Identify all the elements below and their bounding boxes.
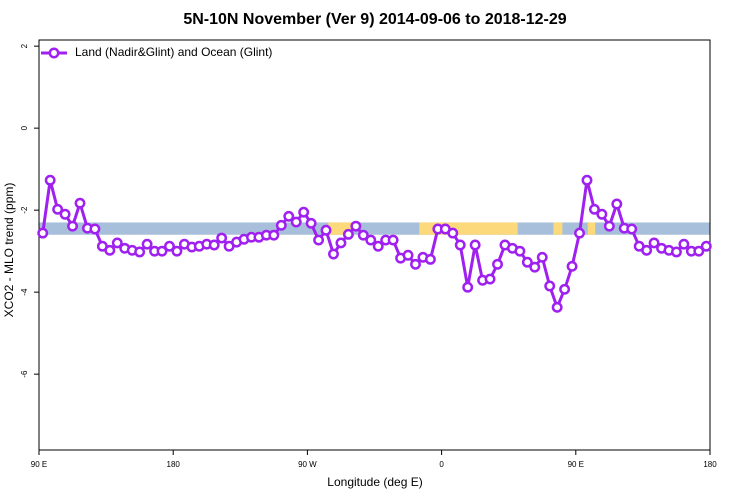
data-point	[536, 251, 548, 263]
data-point	[313, 234, 325, 246]
data-point	[335, 237, 347, 249]
data-point	[208, 239, 220, 251]
data-point	[559, 283, 571, 295]
data-point	[588, 203, 600, 215]
chart-title: 5N-10N November (Ver 9) 2014-09-06 to 20…	[183, 11, 566, 28]
data-point	[37, 227, 49, 239]
data-point	[89, 223, 101, 235]
data-point	[328, 248, 339, 260]
band	[39, 222, 710, 235]
band-highlight	[587, 222, 596, 235]
x-tick-label: 180	[703, 460, 717, 469]
data-point	[52, 203, 64, 215]
data-point	[469, 239, 481, 251]
data-point	[74, 197, 86, 209]
band-highlight	[553, 222, 563, 235]
data-point	[462, 281, 474, 293]
data-point	[156, 245, 168, 257]
legend-marker	[48, 47, 60, 59]
data-point	[44, 174, 56, 186]
y-tick-label: -4	[20, 288, 29, 296]
data-point	[678, 238, 690, 250]
data-point	[596, 208, 608, 220]
data-point	[693, 245, 705, 257]
data-point	[171, 245, 183, 257]
data-point	[283, 210, 295, 222]
data-point	[544, 280, 556, 292]
data-point	[275, 219, 287, 231]
data-point	[365, 234, 377, 246]
x-tick-label: 90 E	[31, 460, 47, 469]
x-tick-label: 90 W	[298, 460, 317, 469]
data-point	[611, 198, 623, 210]
data-point	[641, 244, 653, 256]
y-tick-label: -2	[20, 206, 29, 214]
data-point	[626, 223, 638, 235]
data-point	[320, 224, 332, 236]
x-axis-label: Longitude (deg E)	[327, 475, 422, 489]
data-point	[268, 229, 280, 241]
y-axis-label: XCO2 - MLO trend (ppm)	[2, 183, 16, 318]
y-tick-label: 0	[20, 125, 29, 130]
data-point	[134, 246, 146, 258]
data-point	[574, 227, 585, 239]
data-point	[454, 239, 466, 251]
data-point	[603, 220, 615, 232]
data-point	[581, 174, 593, 186]
data-point	[700, 240, 712, 252]
data-point	[357, 229, 369, 241]
data-point	[424, 253, 436, 265]
data-point	[350, 220, 362, 232]
data-point	[551, 301, 563, 313]
y-tick-label: -6	[20, 370, 29, 378]
data-point	[529, 261, 541, 273]
data-point	[372, 240, 384, 252]
data-point	[111, 237, 123, 249]
data-point	[216, 232, 228, 244]
data-point	[648, 237, 660, 249]
x-tick-label: 90 E	[568, 460, 584, 469]
y-tick-label: 2	[20, 43, 29, 48]
x-tick-label: 180	[167, 460, 181, 469]
data-point	[671, 246, 682, 258]
data-point	[566, 260, 578, 272]
data-point	[521, 256, 533, 268]
data-point	[447, 227, 459, 239]
data-point	[67, 220, 79, 232]
data-point	[492, 258, 503, 270]
data-point	[298, 206, 310, 218]
data-point	[305, 217, 317, 229]
data-point	[410, 258, 421, 270]
data-point	[402, 249, 414, 261]
data-point	[164, 240, 175, 252]
data-point	[290, 216, 302, 228]
legend-label: Land (Nadir&Glint) and Ocean (Glint)	[75, 45, 272, 59]
data-point	[514, 245, 526, 257]
data-point	[104, 244, 116, 256]
data-point	[484, 273, 496, 285]
data-point	[141, 238, 153, 250]
data-point	[59, 208, 71, 220]
data-point	[387, 234, 399, 246]
data-point	[342, 228, 354, 240]
x-tick-label: 0	[439, 460, 444, 469]
